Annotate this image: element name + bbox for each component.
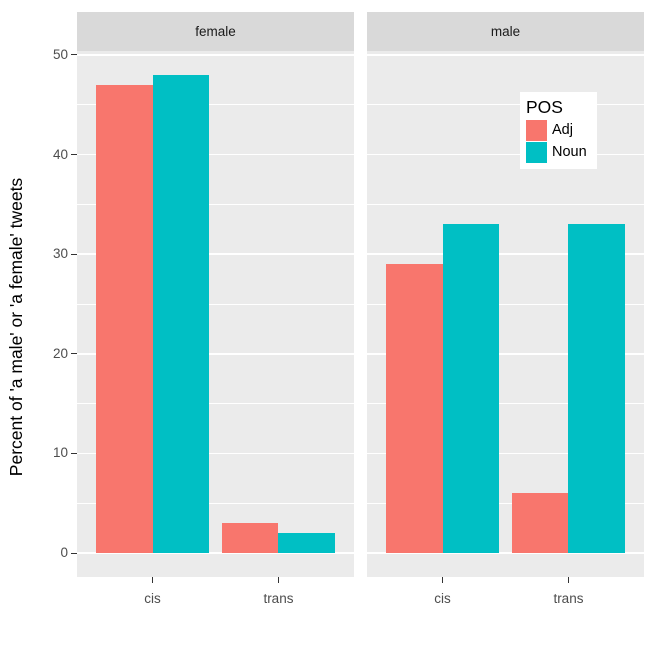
gridline-major-10 [367,452,644,455]
panel-male [367,51,644,577]
x-tick-female-cis [152,577,154,583]
y-axis-title: Percent of 'a male' or 'a female' tweets [6,177,26,477]
legend: POS Adj Noun [520,92,597,169]
y-tick-40 [71,154,77,156]
gridline-minor-5 [367,502,644,504]
gridline-minor-35 [367,204,644,205]
x-tick-label-male-trans: trans [553,591,584,606]
gridline-minor-15 [367,403,644,405]
y-tick-10 [71,452,77,454]
bar-female-cis-noun [152,74,210,554]
gridline-minor-15 [77,403,354,405]
x-tick-label-female-cis: cis [144,591,161,606]
y-tick-label-10: 10 [52,445,68,461]
gridline-major-40 [367,153,644,156]
y-tick-label-20: 20 [52,345,68,361]
x-tick-label-female-trans: trans [263,591,294,606]
bar-male-trans-adj [511,493,569,554]
gridline-major-50 [77,54,354,56]
bar-male-cis-noun [442,224,500,554]
y-tick-20 [71,353,77,355]
y-tick-label-0: 0 [60,545,68,561]
gridline-minor-45 [367,104,644,106]
gridline-major-0 [367,552,644,554]
gridline-major-10 [77,452,354,455]
x-tick-female-trans [277,577,279,583]
bar-male-cis-adj [385,264,443,554]
gridline-major-20 [77,353,354,355]
legend-label-noun: Noun [552,144,587,160]
bar-female-trans-adj [221,523,279,554]
gridline-major-30 [77,253,354,255]
gridline-minor-45 [77,104,354,106]
y-tick-label-50: 50 [52,46,68,62]
facet-strip-male: male [367,12,644,51]
gridline-major-40 [77,153,354,156]
gridline-major-0 [77,552,354,554]
gridline-major-30 [367,253,644,255]
y-tick-50 [71,54,77,56]
gridline-minor-25 [77,303,354,305]
bar-male-trans-noun [568,224,626,554]
gridline-minor-5 [77,502,354,504]
bar-female-cis-adj [95,84,153,554]
y-tick-label-30: 30 [52,246,68,262]
legend-entry-adj: Adj [526,120,591,141]
bar-female-trans-noun [278,533,336,554]
gridline-major-50 [367,54,644,56]
legend-title: POS [526,97,563,117]
x-tick-male-trans [567,577,569,583]
facet-strip-female: female [77,12,354,51]
gridline-minor-25 [367,303,644,305]
legend-swatch-noun-icon [526,142,547,163]
x-tick-male-cis [442,577,444,583]
gridline-minor-35 [77,204,354,205]
gridline-major-20 [367,353,644,355]
x-tick-label-male-cis: cis [434,591,451,606]
panel-female [77,51,354,577]
y-tick-30 [71,253,77,255]
y-tick-0 [71,552,77,554]
legend-entry-noun: Noun [526,142,591,163]
legend-label-adj: Adj [552,122,573,138]
y-tick-label-40: 40 [52,146,68,162]
legend-swatch-adj-icon [526,120,547,141]
